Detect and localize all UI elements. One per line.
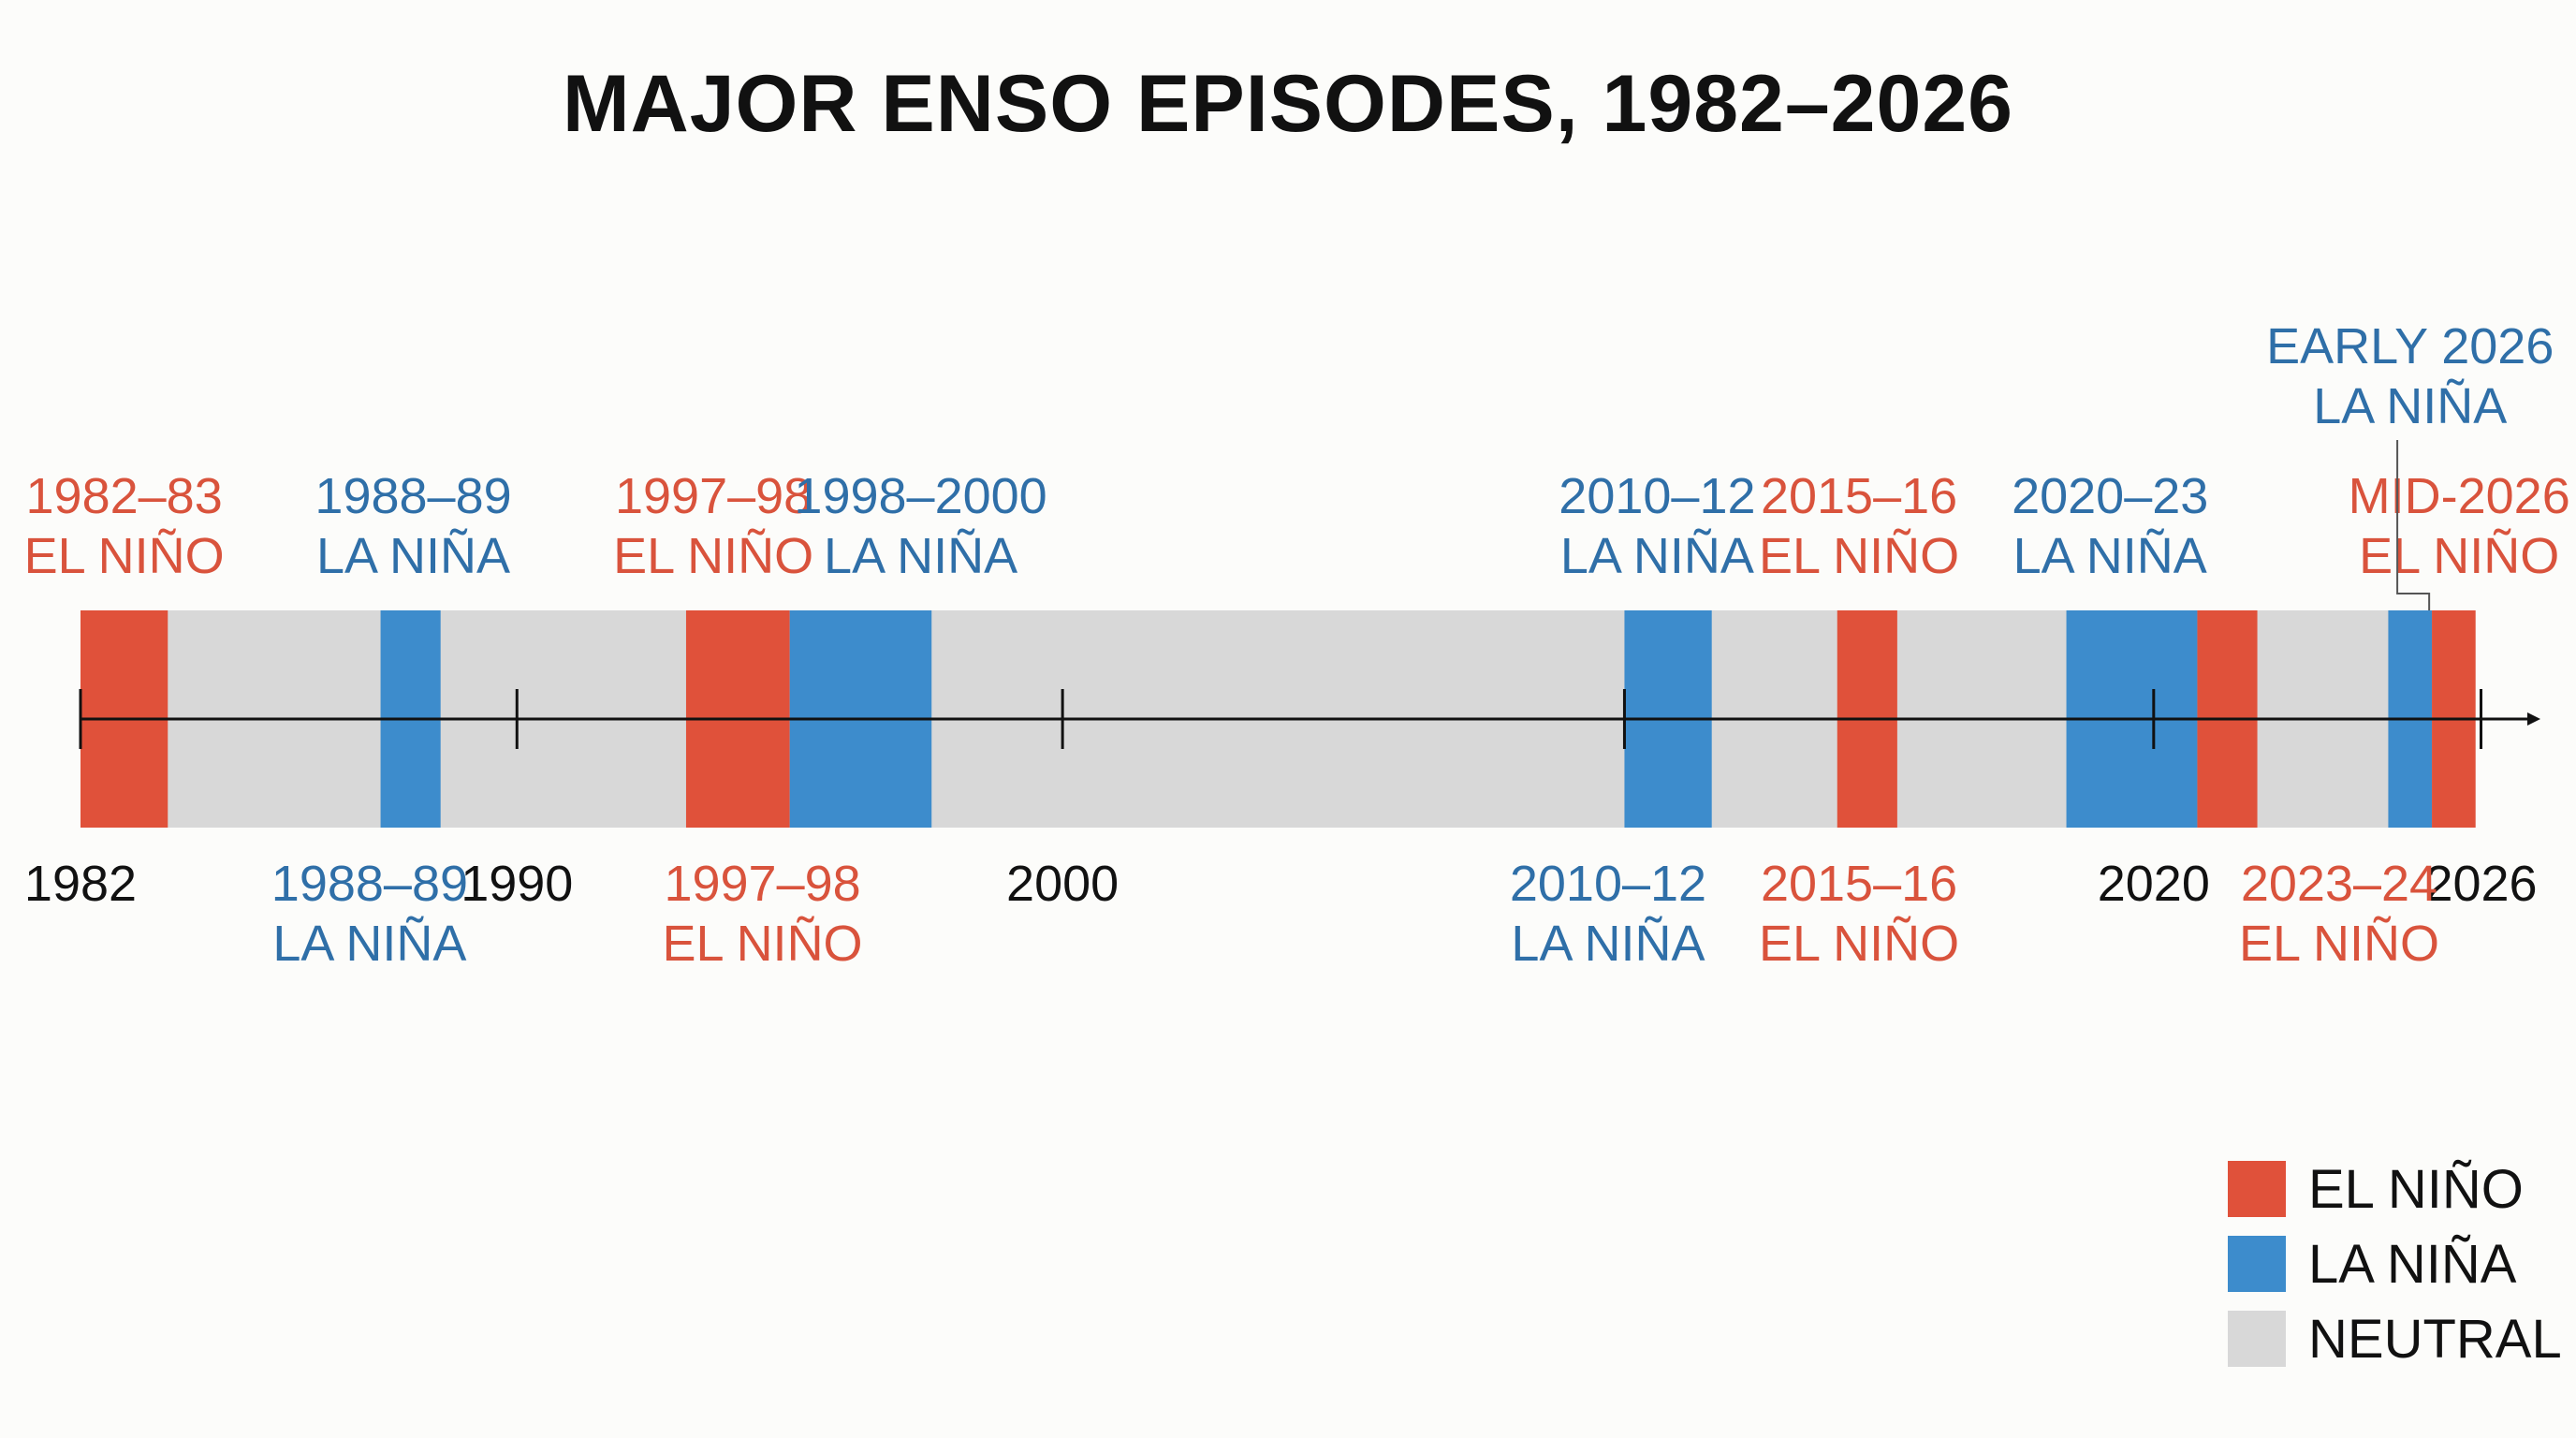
legend-label-el-nino: EL NIÑO [2308, 1158, 2524, 1220]
legend-swatch-el-nino [2228, 1161, 2286, 1217]
legend-label-neutral: NEUTRAL [2308, 1308, 2562, 1370]
legend-label-la-nina: LA NIÑA [2308, 1233, 2517, 1295]
episode-label-below-line-1: LA NIÑA [272, 916, 466, 972]
episode-label-above-line-1: LA NIÑA [316, 528, 510, 584]
legend-swatch-la-nina [2228, 1236, 2286, 1292]
episode-label-above-line-1: EL NIÑO [613, 528, 813, 584]
episode-label-top-line-0: EARLY 2026 [2266, 318, 2554, 374]
tick-label: 1982 [24, 856, 137, 912]
legend-item-el-nino: EL NIÑO [2228, 1159, 2562, 1220]
legend-item-neutral: NEUTRAL [2228, 1309, 2562, 1370]
episode-label-above-line-1: LA NIÑA [1560, 528, 1754, 584]
episode-label-above-line-1: EL NIÑO [1759, 528, 1959, 584]
tick-label: 2026 [2424, 856, 2537, 912]
tick-label: 2020 [2098, 856, 2210, 912]
episode-label-above-line-1: EL NIÑO [2359, 528, 2559, 584]
episode-label-below-line-1: EL NIÑO [2239, 916, 2439, 972]
leader-line [2396, 440, 2431, 610]
episode-label-above-line-1: LA NIÑA [2013, 528, 2207, 584]
episode-label-above-line-0: 1997–98 [615, 468, 812, 524]
episode-label-above-line-0: 2020–23 [2012, 468, 2208, 524]
episode-label-above-line-0: 1982–83 [26, 468, 223, 524]
episode-label-above-line-0: 1988–89 [315, 468, 511, 524]
episode-label-above-line-0: 1998–2000 [794, 468, 1046, 524]
chart-title: MAJOR ENSO EPISODES, 1982–2026 [562, 59, 2014, 149]
episode-label-above-line-0: 2010–12 [1559, 468, 1755, 524]
episode-label-top-line-1: LA NIÑA [2313, 378, 2507, 434]
episode-label-below-line-0: 2015–16 [1761, 856, 1957, 912]
episode-label-below-line-0: 1997–98 [664, 856, 860, 912]
episode-label-below-line-0: 1988–89 [271, 856, 468, 912]
episode-label-below-line-1: EL NIÑO [1759, 916, 1959, 972]
episode-label-above-line-1: EL NIÑO [24, 528, 225, 584]
episode-label-below-line-0: 2023–24 [2241, 856, 2437, 912]
tick-label: 2000 [1006, 856, 1119, 912]
legend-swatch-neutral [2228, 1311, 2286, 1367]
tick-label: 1990 [461, 856, 573, 912]
episode-label-above-line-1: LA NIÑA [824, 528, 1017, 584]
episode-label-below-line-1: LA NIÑA [1511, 916, 1705, 972]
episode-label-below-line-1: EL NIÑO [663, 916, 863, 972]
episode-label-above-line-0: 2015–16 [1761, 468, 1957, 524]
episode-label-above-line-0: MID-2026 [2349, 468, 2570, 524]
legend-item-la-nina: LA NIÑA [2228, 1234, 2562, 1295]
legend: EL NIÑO LA NIÑA NEUTRAL [2228, 1159, 2562, 1386]
episode-label-below-line-0: 2010–12 [1510, 856, 1706, 912]
